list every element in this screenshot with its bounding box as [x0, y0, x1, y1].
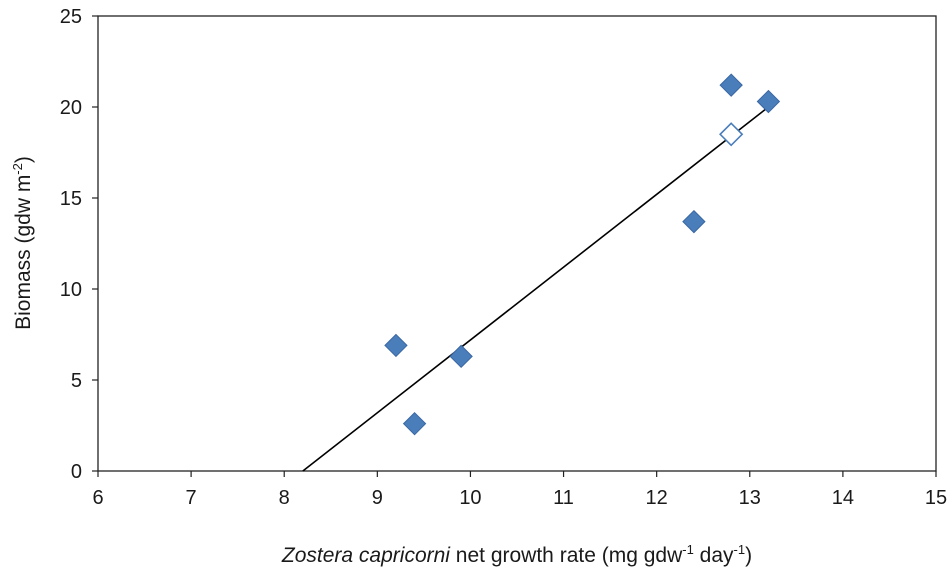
- data-point-diamond: [756, 89, 781, 114]
- data-point-diamond: [402, 411, 427, 436]
- x-tick-label: 13: [739, 487, 761, 509]
- data-point-diamond: [384, 333, 408, 358]
- trendline: [302, 106, 769, 472]
- x-tick-label: 15: [925, 487, 947, 509]
- x-axis-ticks: 6 7 8 9 10 11 12 13 14 15: [92, 471, 947, 509]
- data-point-open-diamond: [719, 122, 744, 147]
- y-tick-label: 0: [71, 461, 82, 483]
- y-tick-label: 15: [60, 188, 82, 210]
- x-tick-label: 10: [459, 487, 481, 509]
- x-tick-label: 11: [553, 487, 574, 509]
- trendline-layer: [302, 106, 769, 472]
- x-tick-label: 14: [832, 487, 854, 509]
- x-tick-label: 6: [92, 487, 103, 509]
- y-tick-label: 10: [60, 279, 82, 301]
- data-point-diamond: [682, 209, 706, 234]
- plot-area: [97, 15, 937, 472]
- x-axis-title: Zostera capricorni net growth rate (mg g…: [281, 542, 752, 567]
- data-points-layer: [384, 73, 781, 436]
- x-tick-label: 7: [186, 487, 197, 509]
- y-tick-label: 20: [60, 97, 82, 119]
- x-tick-label: 8: [279, 487, 290, 509]
- y-axis-title: Biomass (gdw m-2): [10, 156, 35, 330]
- x-tick-label: 12: [646, 487, 668, 509]
- data-point-diamond: [449, 344, 473, 369]
- data-point-diamond: [719, 73, 743, 97]
- y-axis-ticks: 0 5 10 15 20 25: [60, 6, 98, 483]
- y-tick-label: 5: [71, 370, 82, 392]
- y-tick-label: 25: [60, 6, 82, 28]
- x-tick-label: 9: [372, 487, 383, 509]
